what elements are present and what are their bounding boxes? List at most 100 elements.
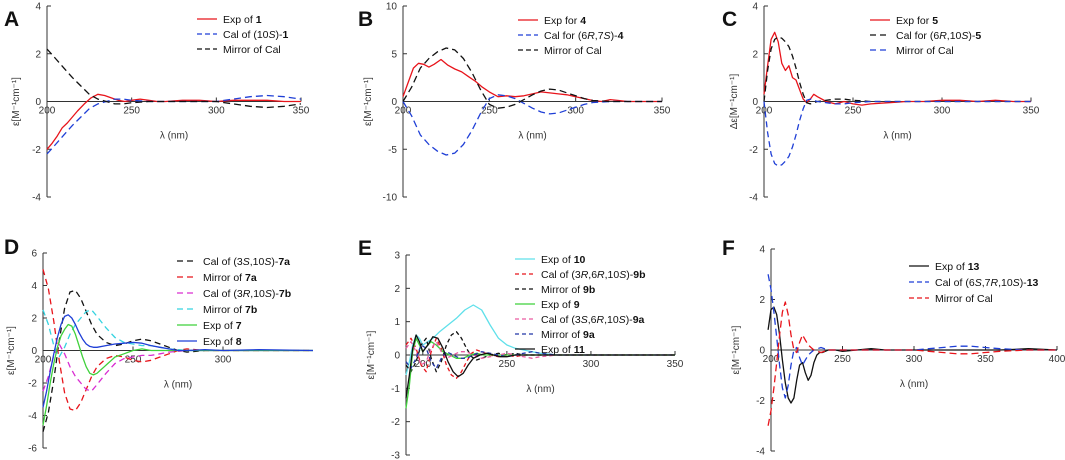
panel-a-legend-label-part: Cal of (10 <box>223 29 269 41</box>
panel-e-y-tick-label: 1 <box>394 317 400 328</box>
panel-e-legend-label-part: Mirror of <box>541 329 583 341</box>
panel-e-legend-label-part: Cal of (3 <box>541 269 581 281</box>
panel-b-legend-label-part: ,7 <box>595 30 604 42</box>
panel-b-legend-label: Mirror of Cal <box>544 45 602 57</box>
panel-b-legend-label-part: 4 <box>618 30 624 42</box>
panel-c-y-tick-label: -2 <box>749 145 758 156</box>
panel-e-x-label: λ (nm) <box>526 384 554 395</box>
panel-c-x-tick-label: 350 <box>1023 106 1040 117</box>
panel-a-series-line <box>46 94 302 155</box>
panel-b: B -10 -5 0 5 10 200 250 300 350 λ (nm) ε[M⁻¹cm⁻¹] Ex… <box>358 2 671 204</box>
panel-e-y-tick-label: -1 <box>391 384 400 395</box>
panel-d-x-tick-label: 200 <box>35 355 52 366</box>
panel-e-legend-label: Mirror of 9a <box>541 329 595 341</box>
panel-d-series-line <box>42 269 313 412</box>
panel-a-y-tick-label: 4 <box>35 2 41 13</box>
panel-e-series-line <box>405 304 675 376</box>
panel-c-series-line <box>763 98 1031 167</box>
panel-d-x-label: λ (nm) <box>164 380 192 391</box>
panel-a-letter: A <box>4 8 19 31</box>
panel-d-legend-label-part: 8 <box>236 336 242 348</box>
panel-b-legend-label-part: )- <box>611 30 618 42</box>
panel-d-legend-label-part: )- <box>271 256 278 268</box>
panel-d-legend-label-part: ,10 <box>250 288 265 300</box>
panel-d-legend-label-part: S <box>265 288 272 300</box>
panel-f-x-tick-label: 250 <box>834 354 851 365</box>
panel-f-legend-label-part: Cal of (6 <box>935 277 975 289</box>
panel-e-legend-label-part: ,10 <box>604 314 619 326</box>
panel-c-legend-label-part: ,10 <box>947 30 962 42</box>
panel-a-legend-label-part: S <box>269 29 276 41</box>
panel-d-y-tick-label: -2 <box>28 379 37 390</box>
panel-e-legend-label-part: ,6 <box>588 269 597 281</box>
panel-e-legend-label-part: 9a <box>583 329 595 341</box>
panel-d-x-tick-label: 250 <box>125 355 142 366</box>
panel-f-y-tick-label: 2 <box>759 295 765 306</box>
panel-d-legend-label-part: 7a <box>278 256 290 268</box>
panel-f-series-line <box>767 306 1058 404</box>
panel-e-legend-label-part: )- <box>626 269 633 281</box>
panel-a-x-tick-label: 200 <box>39 106 56 117</box>
panel-f-y-tick-label: -2 <box>756 396 765 407</box>
panel-b-letter: B <box>358 8 373 31</box>
panel-e-legend-label-part: 9a <box>633 314 645 326</box>
panel-a-series-line <box>46 48 302 109</box>
panel-f-letter: F <box>722 237 735 260</box>
panel-b-y-tick-label: -5 <box>388 145 397 156</box>
panel-c-legend-label-part: R <box>939 30 947 42</box>
panel-f-legend-label-part: S <box>975 277 982 289</box>
panel-d-legend-label-part: 7 <box>236 320 242 332</box>
panel-c-legend-label-part: 5 <box>932 15 938 27</box>
panel-d-legend-label-part: 7a <box>245 272 257 284</box>
panel-b-y-tick-label: 5 <box>391 49 397 60</box>
panel-e-y-tick-label: -2 <box>391 417 400 428</box>
panel-b-y-label: ε[M⁻¹cm⁻¹] <box>363 77 374 126</box>
panel-d-legend-label-part: Mirror of <box>203 272 245 284</box>
panel-e-legend-label: Exp of 9 <box>541 299 580 311</box>
panel-e-legend-label-part: S <box>619 314 626 326</box>
panel-b-x-tick-label: 350 <box>654 106 671 117</box>
panel-d-legend-label: Exp of 8 <box>203 336 242 348</box>
panel-e-series-line <box>405 344 675 369</box>
panel-a-legend-label-part: Exp of <box>223 14 256 26</box>
panel-e-legend-label-part: Cal of (3 <box>541 314 581 326</box>
panel-d-y-label: ε[M⁻¹cm⁻¹] <box>6 326 17 375</box>
panel-b-x-tick-label: 200 <box>395 106 412 117</box>
panel-f-legend-label-part: 13 <box>1027 277 1039 289</box>
panel-e-legend-label-part: ,10 <box>605 269 620 281</box>
panel-d-y-tick-label: 2 <box>31 314 37 325</box>
panel-d-legend-label-part: R <box>243 288 251 300</box>
panel-e-y-tick-label: 2 <box>394 284 400 295</box>
panel-d-legend-label: Mirror of 7a <box>203 272 257 284</box>
panel-f-legend-label-part: S <box>1013 277 1020 289</box>
panel-c-x-tick-label: 250 <box>845 106 862 117</box>
panel-e-legend-label-part: 9b <box>583 284 595 296</box>
panel-b-y-tick-label: 10 <box>386 2 398 13</box>
panel-f-legend-label-part: ,10 <box>998 277 1013 289</box>
panel-b-legend-label-part: Mirror of Cal <box>544 45 602 57</box>
panel-e-y-tick-label: 0 <box>394 351 400 362</box>
panel-e-legend-label: Exp of 10 <box>541 254 586 266</box>
panel-a-legend-label-part: Mirror of Cal <box>223 44 281 56</box>
panel-e-legend-label-part: Exp of <box>541 254 574 266</box>
panel-d-legend-label-part: Mirror of <box>203 304 245 316</box>
panel-d-legend-label: Cal of (3R,10S)-7b <box>203 288 291 300</box>
panel-e-y-tick-label: 3 <box>394 251 400 262</box>
panel-e-legend-label-part: Exp of <box>541 299 574 311</box>
panel-a: A -4 -2 0 2 4 200 250 300 350 λ (nm) ε[M⁻¹cm⁻¹] Exp … <box>4 2 310 204</box>
panel-d-letter: D <box>4 236 19 259</box>
panel-f-x-tick-label: 300 <box>906 354 923 365</box>
panel-e-legend-label-part: S <box>581 314 588 326</box>
panel-c: C -4 -2 0 2 4 200 250 300 350 λ (nm) Δε[M⁻¹cm⁻¹] Exp… <box>722 2 1040 204</box>
panel-f-legend-label-part: Mirror of Cal <box>935 293 993 305</box>
panel-b-y-tick-label: -10 <box>383 193 398 204</box>
panel-c-series-line <box>763 31 1031 106</box>
panel-e-legend-label-part: )- <box>626 314 633 326</box>
panel-f-y-tick-label: 4 <box>759 245 765 256</box>
panel-f-x-label: λ (nm) <box>900 379 928 390</box>
panel-e-series-line <box>405 334 675 399</box>
